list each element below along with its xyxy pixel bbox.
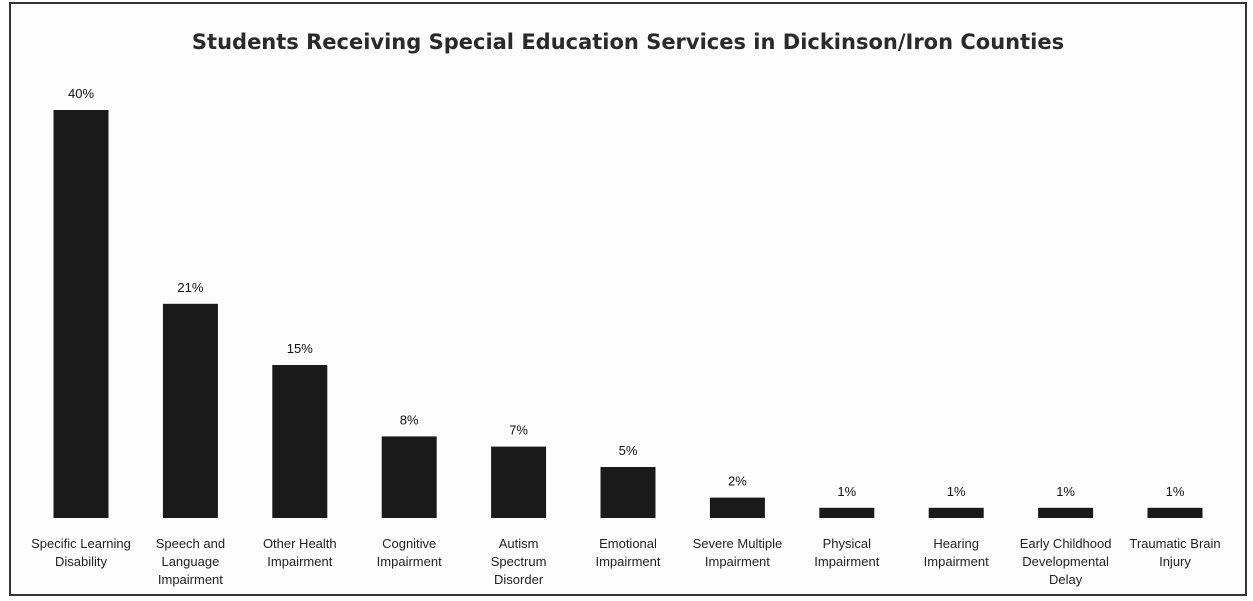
- chart-title: Students Receiving Special Education Ser…: [191, 30, 1065, 54]
- data-label-physical-impairment: 1%: [837, 484, 856, 499]
- tick-label-speech-and-language-impairment: Speech and Language Impairment: [156, 536, 225, 587]
- bar-autism-spectrum-disorder: [491, 446, 547, 518]
- bar-cognitive-impairment: [381, 436, 437, 518]
- data-label-severe-multiple-impairment: 2%: [728, 474, 747, 489]
- tick-label-other-health-impairment: Other Health Impairment: [263, 536, 337, 569]
- bar-other-health-impairment: [272, 365, 328, 518]
- data-label-cognitive-impairment: 8%: [400, 412, 419, 427]
- data-label-other-health-impairment: 15%: [287, 341, 313, 356]
- data-label-speech-and-language-impairment: 21%: [177, 280, 203, 295]
- tick-label-traumatic-brain-injury: Traumatic Brain Injury: [1129, 536, 1220, 569]
- bar-traumatic-brain-injury: [1147, 507, 1203, 518]
- bar-specific-learning-disability: [53, 110, 109, 518]
- bar-severe-multiple-impairment: [709, 497, 765, 518]
- bar-hearing-impairment: [928, 507, 984, 518]
- data-label-specific-learning-disability: 40%: [68, 86, 94, 101]
- data-label-autism-spectrum-disorder: 7%: [509, 423, 528, 438]
- tick-label-hearing-impairment: Hearing Impairment: [924, 536, 989, 569]
- tick-label-severe-multiple-impairment: Severe Multiple Impairment: [693, 536, 783, 569]
- data-label-hearing-impairment: 1%: [947, 484, 966, 499]
- bar-physical-impairment: [819, 507, 875, 518]
- tick-label-autism-spectrum-disorder: Autism Spectrum Disorder: [491, 536, 547, 587]
- tick-label-emotional-impairment: Emotional Impairment: [595, 536, 660, 569]
- tick-label-early-childhood-developmental-delay: Early Childhood Developmental Delay: [1020, 536, 1112, 587]
- data-label-emotional-impairment: 5%: [619, 443, 638, 458]
- tick-label-specific-learning-disability: Specific Learning Disability: [31, 536, 131, 569]
- bar-speech-and-language-impairment: [162, 303, 218, 518]
- tick-label-physical-impairment: Physical Impairment: [814, 536, 879, 569]
- bar-emotional-impairment: [600, 467, 656, 518]
- bar-early-childhood-developmental-delay: [1038, 507, 1094, 518]
- tick-label-cognitive-impairment: Cognitive Impairment: [377, 536, 442, 569]
- data-label-early-childhood-developmental-delay: 1%: [1056, 484, 1075, 499]
- data-label-traumatic-brain-injury: 1%: [1166, 484, 1185, 499]
